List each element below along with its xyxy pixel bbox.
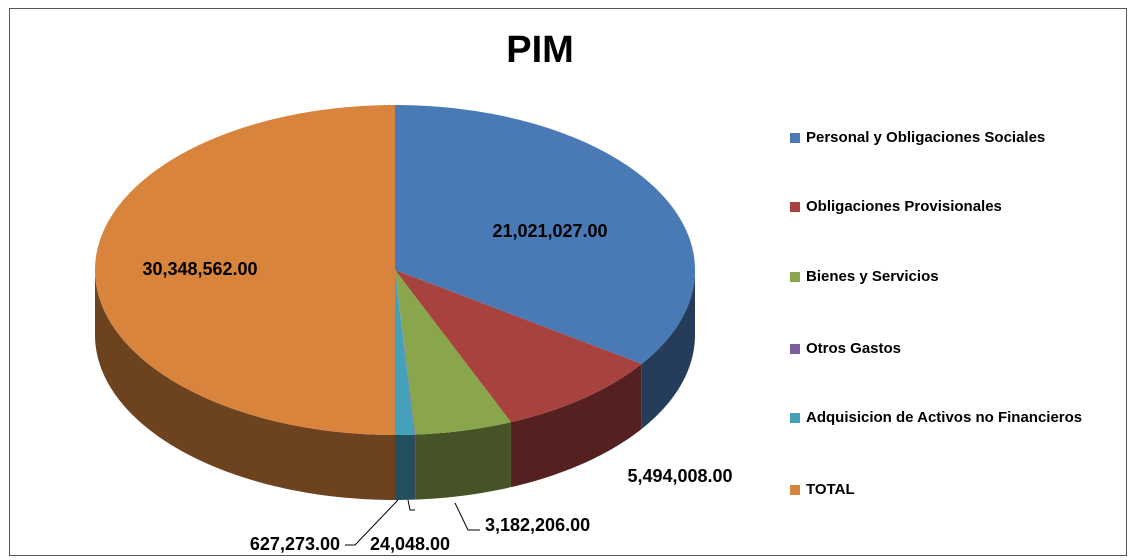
slice xyxy=(395,270,511,435)
slice-side xyxy=(510,363,642,488)
legend-entry: Obligaciones Provisionales xyxy=(790,196,1090,218)
legend-swatch xyxy=(790,202,800,212)
slice-side xyxy=(414,434,416,500)
legend-entry: Otros Gastos xyxy=(790,338,1090,360)
leader-line xyxy=(454,502,480,531)
legend-label: Otros Gastos xyxy=(806,340,902,357)
slice-side xyxy=(415,422,511,500)
data-label: 30,348,562.00 xyxy=(142,259,257,279)
slice xyxy=(395,270,416,435)
legend-swatch xyxy=(790,344,800,354)
slice xyxy=(395,270,642,423)
slice xyxy=(95,105,395,435)
legend-swatch xyxy=(790,272,800,282)
slice-side xyxy=(641,270,695,429)
data-label: 627,273.00 xyxy=(250,534,340,554)
slice xyxy=(395,105,695,364)
legend-swatch xyxy=(790,413,800,423)
legend-label: Personal y Obligaciones Sociales xyxy=(806,129,1046,146)
slice-side xyxy=(95,270,395,500)
legend-entry: Bienes y Servicios xyxy=(790,266,1090,288)
data-label: 24,048.00 xyxy=(370,534,450,554)
legend-entry: Adquisicion de Activos no Financieros xyxy=(790,407,1090,429)
data-label: 3,182,206.00 xyxy=(485,515,590,535)
legend-entry: Personal y Obligaciones Sociales xyxy=(790,127,1090,149)
legend-swatch xyxy=(790,133,800,143)
legend-swatch xyxy=(790,485,800,495)
legend-label: Obligaciones Provisionales xyxy=(806,198,1002,215)
data-label: 5,494,008.00 xyxy=(627,466,732,486)
legend-label: Bienes y Servicios xyxy=(806,268,939,285)
slice-side xyxy=(395,434,415,500)
legend-label: Adquisicion de Activos no Financieros xyxy=(806,409,1083,426)
data-label: 21,021,027.00 xyxy=(492,221,607,241)
legend-entry: TOTAL xyxy=(790,479,1090,501)
slice xyxy=(395,270,415,435)
legend-label: TOTAL xyxy=(806,481,855,498)
leader-line xyxy=(407,499,415,511)
leader-line xyxy=(345,499,399,546)
chart-title: PIM xyxy=(506,29,574,71)
